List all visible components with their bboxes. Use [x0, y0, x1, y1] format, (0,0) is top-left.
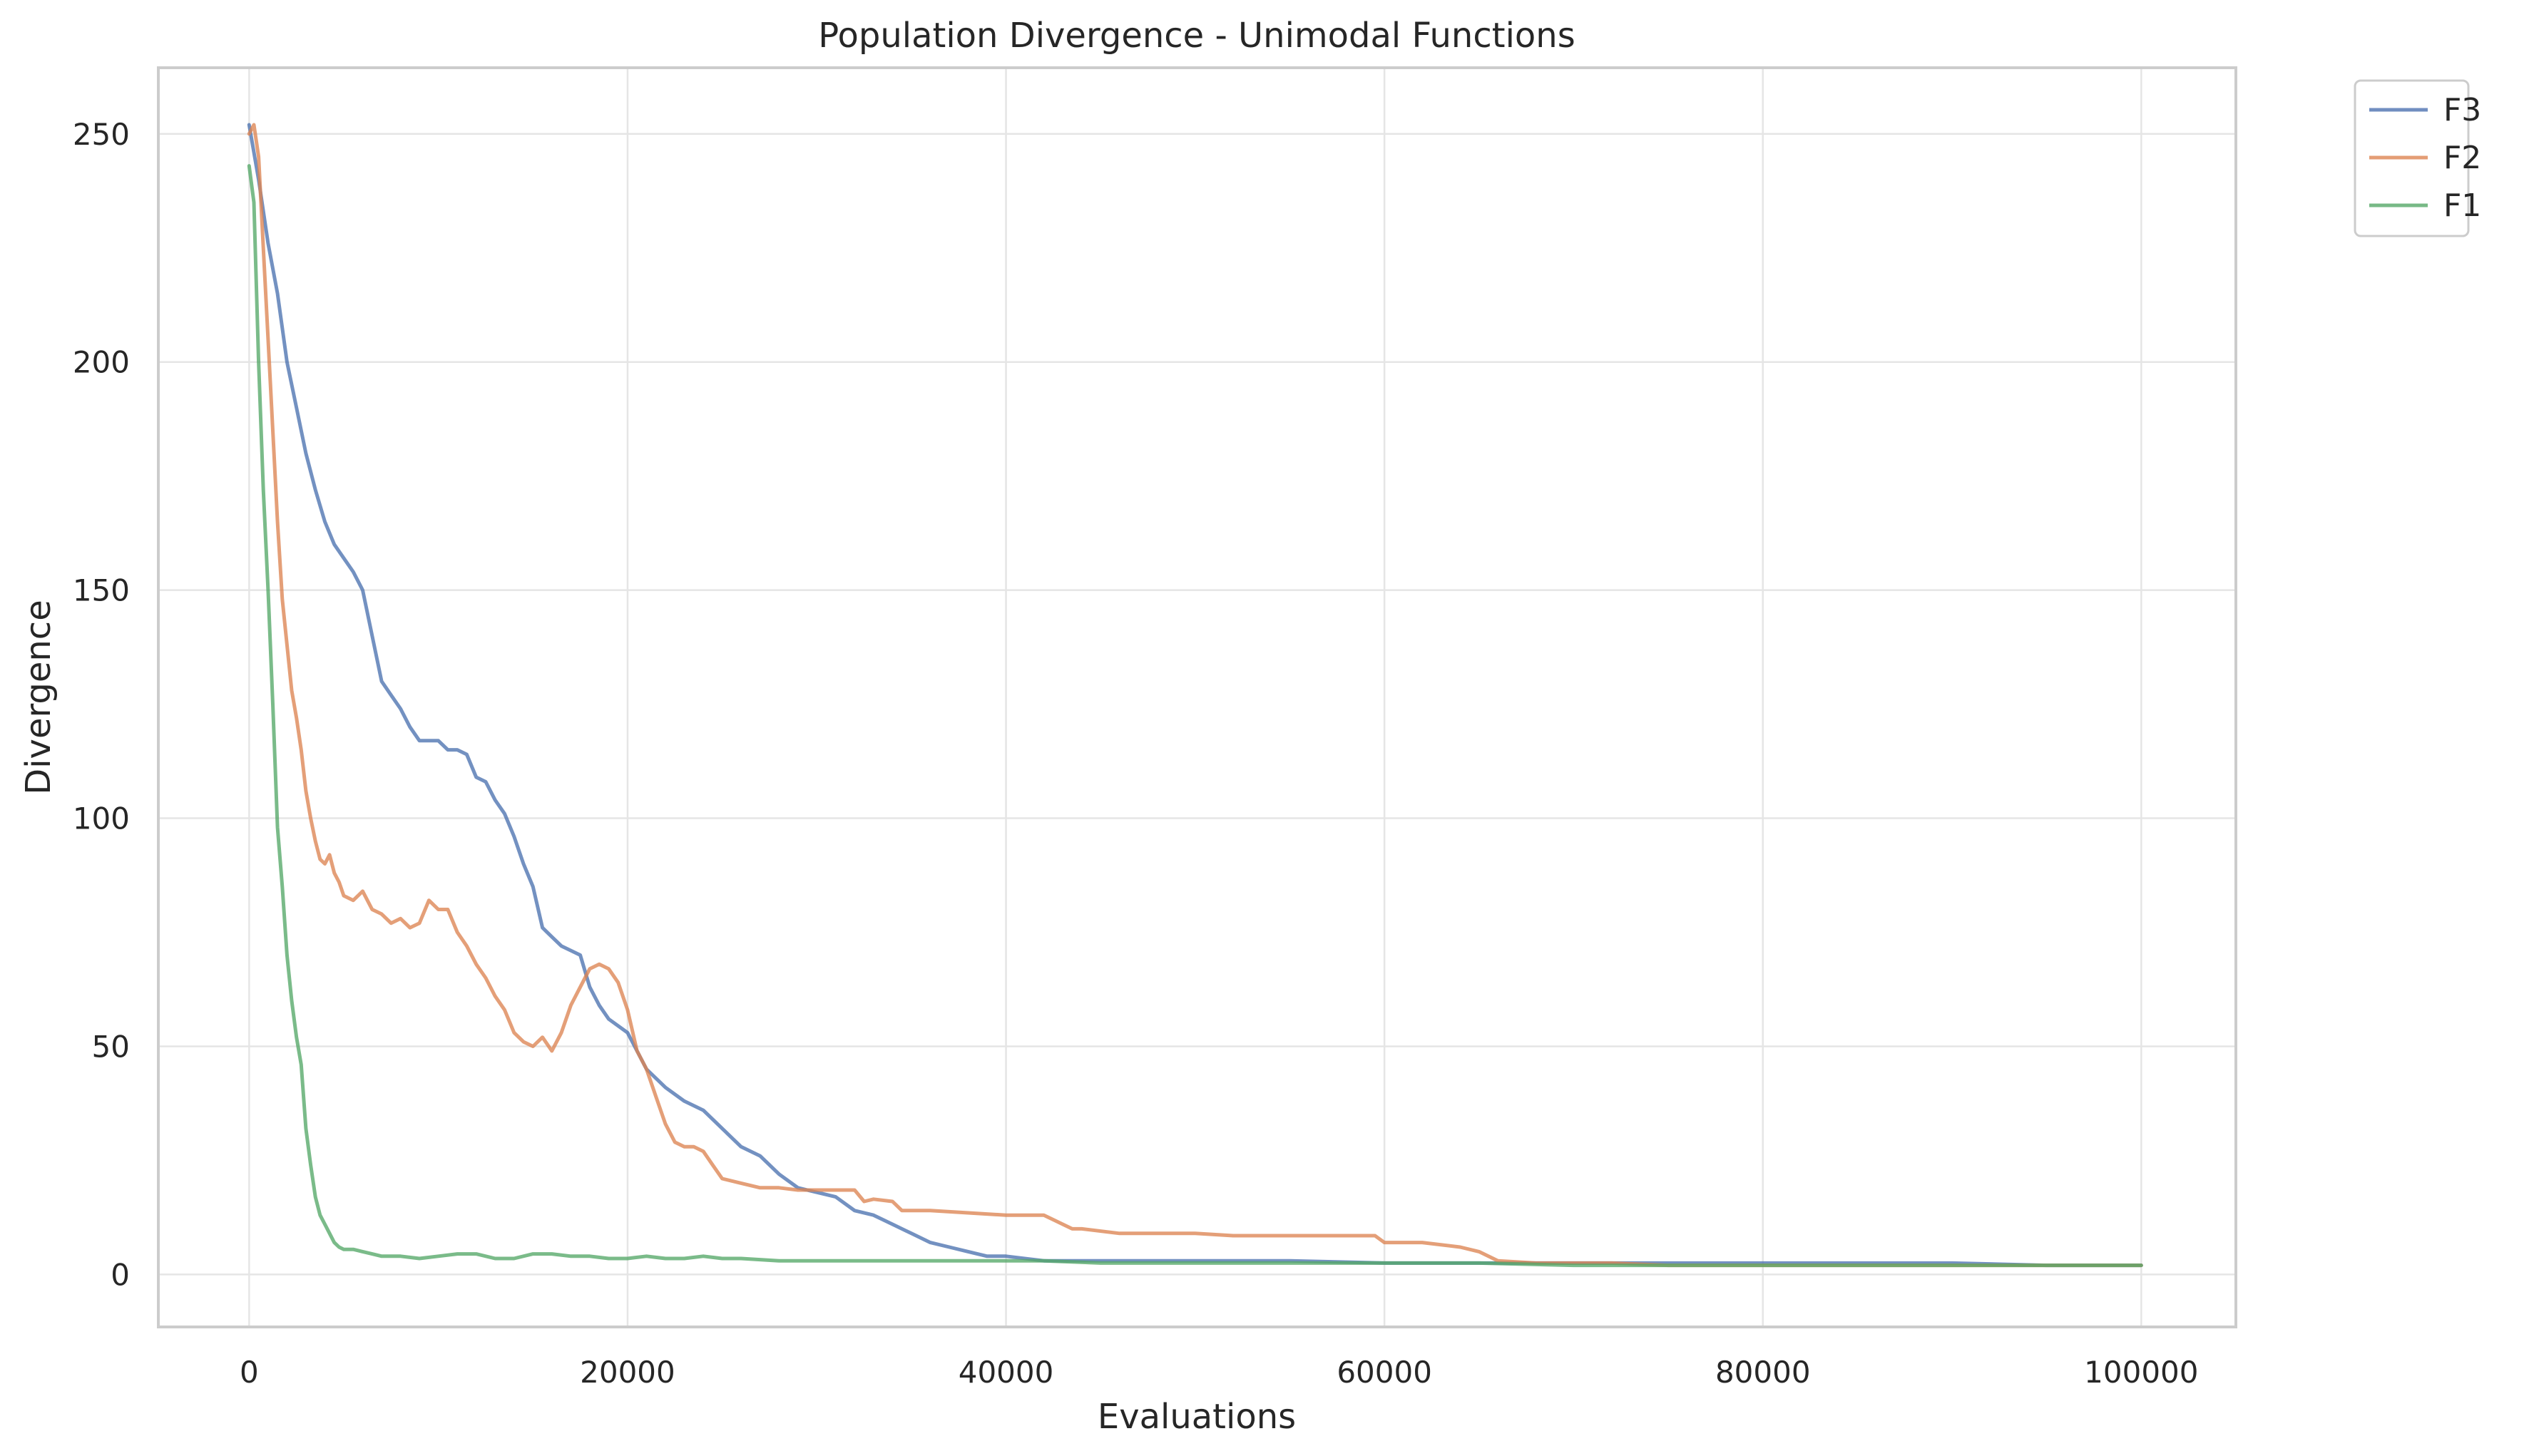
y-tick-label: 150: [73, 573, 130, 608]
series-line-f3: [247, 123, 2143, 1268]
legend-label-f1: F1: [2443, 188, 2481, 224]
y-tick-label: 200: [73, 345, 130, 380]
x-tick-label: 20000: [580, 1355, 675, 1390]
legend-label-f2: F2: [2443, 140, 2481, 176]
legend: F3 F2 F1: [2354, 79, 2481, 237]
x-axis-label: Evaluations: [1098, 1397, 1296, 1437]
plot-frame: [157, 66, 2237, 1328]
y-tick-label: 100: [73, 801, 130, 836]
y-tick-label: 0: [111, 1257, 130, 1292]
x-tick-label: 40000: [959, 1355, 1054, 1390]
y-axis-label: Divergence: [19, 600, 58, 794]
series-line-f1: [247, 164, 2143, 1268]
chart-title: Population Divergence - Unimodal Functio…: [818, 16, 1575, 56]
x-tick-label: 60000: [1337, 1355, 1432, 1390]
series-lines: [247, 123, 2143, 1268]
grid: [158, 68, 2236, 1327]
x-tick-label: 80000: [1715, 1355, 1811, 1390]
y-tick-label: 50: [92, 1029, 130, 1064]
legend-label-f3: F3: [2443, 92, 2481, 128]
x-tick-label: 100000: [2084, 1355, 2198, 1390]
tick-labels: 0 20000 40000 60000 80000 100000 0 50 100 150 200 2…: [73, 117, 2199, 1390]
series-line-f2: [247, 123, 2143, 1268]
y-tick-label: 250: [73, 117, 130, 152]
x-tick-label: 0: [240, 1355, 259, 1390]
